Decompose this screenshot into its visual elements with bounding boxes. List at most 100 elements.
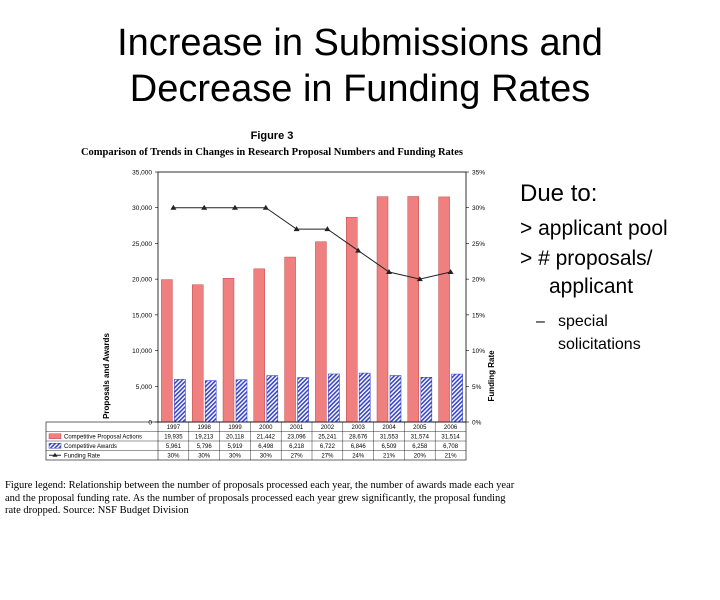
funding-rate-marker	[324, 226, 331, 232]
data-label: 31,514	[441, 435, 460, 441]
award-bar	[235, 379, 248, 423]
proposal-bar	[191, 284, 204, 423]
title-line-2: Decrease in Funding Rates	[129, 68, 591, 110]
data-label: 20,118	[226, 435, 245, 441]
funding-rate-marker	[447, 269, 454, 274]
data-label: 25,241	[318, 435, 337, 441]
funding-rate-line	[173, 207, 451, 280]
data-label: 5,961	[166, 444, 182, 450]
legend-entry: Funding Rate	[64, 454, 101, 460]
bullet-item-proposals: > # proposals/	[520, 247, 653, 270]
funding-rate-marker	[201, 204, 208, 210]
data-label: 31,574	[411, 435, 430, 441]
x-tick-label: 1999	[228, 425, 242, 431]
x-tick-label: 2001	[290, 425, 304, 431]
data-label: 5,796	[197, 444, 213, 450]
sub-bullet-text-line1: special	[558, 313, 608, 330]
figure-label: Figure 3	[251, 130, 294, 142]
funding-rate-marker	[232, 204, 238, 210]
slide-title: Increase in Submissions and Decrease in …	[40, 20, 680, 112]
data-label: 6,218	[289, 444, 305, 450]
title-line-1: Increase in Submissions and	[117, 22, 603, 64]
data-label: 30%	[198, 454, 211, 460]
sub-bullet-text-line2: solicitations	[558, 336, 641, 353]
funding-rate-marker	[386, 269, 392, 274]
funding-rate-marker	[293, 226, 300, 232]
y2-tick-label: 5%	[472, 384, 482, 391]
funding-rate-marker	[170, 204, 177, 210]
proposal-bar	[161, 279, 173, 423]
data-label: 6,722	[320, 444, 336, 450]
chart: Figure 3 Comparison of Trends in Changes…	[45, 130, 496, 461]
y-tick-label: 5,000	[136, 384, 153, 391]
x-tick-label: 2000	[259, 425, 273, 431]
legend-swatch-rate-marker	[52, 452, 58, 457]
legend-swatch-awards	[48, 443, 62, 449]
data-label: 5,919	[227, 444, 243, 450]
data-label: 31,553	[380, 435, 399, 441]
sub-bullet-dash: –	[536, 313, 545, 330]
data-label: 6,498	[258, 444, 274, 450]
data-label: 6,708	[443, 444, 459, 450]
bullet-item-proposals-cont: applicant	[549, 275, 634, 298]
sub-bullet-text: special solicitations	[558, 310, 641, 356]
proposal-bar	[222, 278, 235, 423]
y2-axis-label: Funding Rate	[487, 350, 496, 402]
data-label: 28,676	[349, 435, 368, 441]
data-label: 19,935	[164, 435, 183, 441]
y-tick-label: 35,000	[132, 170, 152, 177]
bullet-item-applicant-pool: > applicant pool	[520, 217, 668, 240]
award-bar	[174, 379, 186, 423]
y-tick-label: 0	[148, 420, 152, 427]
y-tick-label: 15,000	[132, 312, 152, 319]
award-bar	[451, 373, 463, 423]
data-label: 21%	[445, 454, 458, 460]
y2-tick-label: 20%	[472, 277, 485, 284]
y2-tick-label: 15%	[472, 312, 485, 319]
data-label: 24%	[352, 454, 365, 460]
x-tick-label: 2006	[444, 425, 458, 431]
y2-tick-label: 30%	[472, 205, 485, 212]
legend-entry: Competitive Proposal Actions	[64, 435, 142, 441]
data-label: 21%	[383, 454, 396, 460]
proposal-bar	[253, 268, 266, 423]
y-tick-label: 20,000	[132, 277, 152, 284]
legend-swatch-proposals	[48, 433, 62, 439]
data-label: 6,846	[351, 444, 367, 450]
award-bar	[204, 380, 217, 423]
award-bar	[420, 376, 433, 423]
y-tick-label: 10,000	[132, 348, 152, 355]
data-label: 30%	[167, 454, 180, 460]
proposal-bar	[284, 256, 296, 423]
y2-tick-label: 10%	[472, 348, 485, 355]
y-tick-label: 30,000	[132, 205, 152, 212]
funding-rate-marker	[262, 204, 269, 210]
chart-title: Comparison of Trends in Changes in Resea…	[81, 147, 463, 158]
proposal-bar	[315, 241, 327, 423]
data-label: 30%	[260, 454, 273, 460]
data-label: 27%	[291, 454, 304, 460]
data-label: 20%	[414, 454, 427, 460]
award-bar	[266, 375, 279, 423]
y2-tick-label: 0%	[472, 420, 482, 427]
funding-rate-marker	[416, 276, 423, 282]
y2-tick-label: 35%	[472, 170, 485, 177]
award-bar	[297, 377, 309, 423]
funding-rate-marker	[355, 247, 362, 253]
y-tick-label: 25,000	[132, 241, 152, 248]
x-tick-label: 2004	[382, 425, 396, 431]
bullet-heading: Due to:	[520, 180, 598, 207]
bullet-list: Due to: > applicant pool > # proposals/ …	[520, 178, 715, 356]
proposal-bar	[346, 216, 358, 423]
legend-entry: Competitive Awards	[64, 444, 117, 450]
data-label: 21,442	[257, 435, 276, 441]
x-tick-label: 2003	[352, 425, 366, 431]
data-label: 19,213	[195, 435, 214, 441]
y-axis-label: Proposals and Awards	[102, 333, 111, 419]
award-bar	[328, 373, 340, 423]
y2-tick-label: 25%	[472, 241, 485, 248]
data-label: 23,096	[287, 435, 306, 441]
data-label: 6,258	[412, 444, 428, 450]
data-label: 27%	[321, 454, 334, 460]
award-bar	[358, 372, 371, 423]
